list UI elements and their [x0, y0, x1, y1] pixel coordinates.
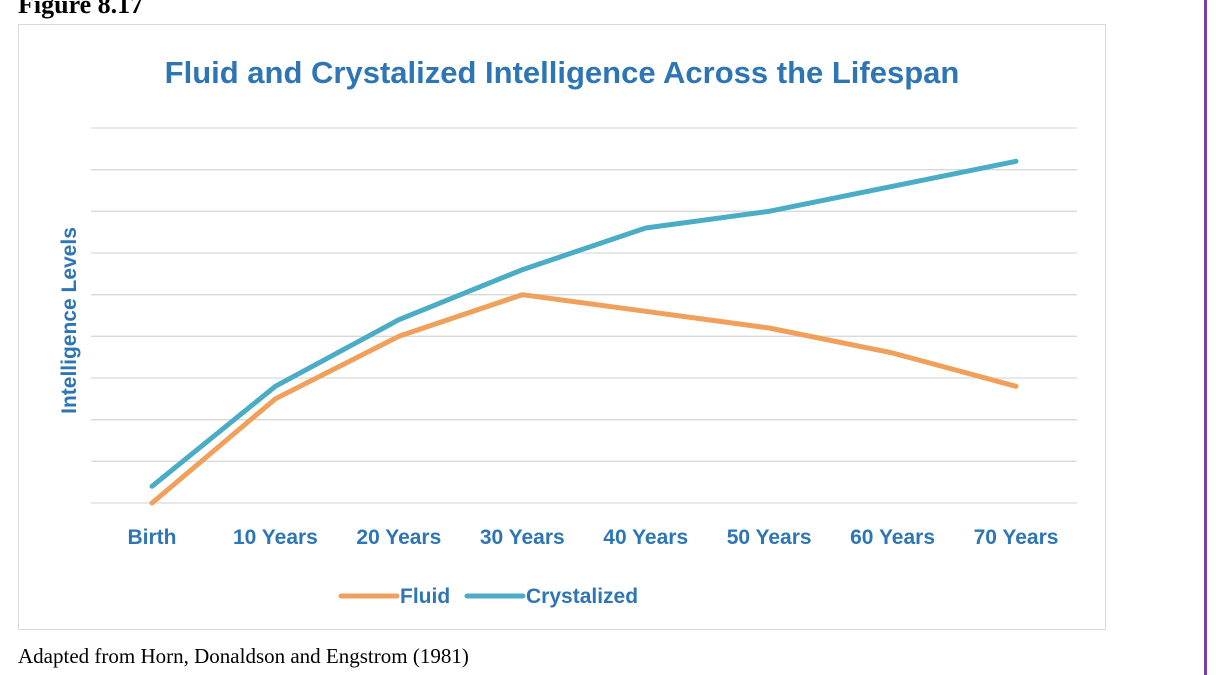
series-line-fluid — [149, 292, 1019, 506]
page-border-rule — [1204, 0, 1207, 675]
x-tick-label: 20 Years — [356, 526, 441, 549]
legend-label-fluid: Fluid — [400, 585, 450, 608]
x-tick-label: 40 Years — [603, 526, 688, 549]
x-tick-label: 10 Years — [233, 526, 318, 549]
x-axis-tick-labels: Birth 10 Years 20 Years 30 Years 40 Years 50 … — [128, 526, 1059, 549]
gridlines — [91, 127, 1077, 504]
legend-label-crystalized: Crystalized — [526, 585, 638, 608]
series-lines — [149, 158, 1019, 506]
chart-frame: Fluid and Crystalized Intelligence Acros… — [18, 24, 1106, 630]
figure-caption: Adapted from Horn, Donaldson and Engstro… — [18, 644, 469, 668]
x-tick-label: 50 Years — [727, 526, 812, 549]
series-line-crystalized — [149, 158, 1019, 489]
legend: Fluid Crystalized — [338, 585, 638, 608]
y-axis-label: Intelligence Levels — [58, 227, 81, 414]
chart-title: Fluid and Crystalized Intelligence Acros… — [165, 55, 960, 90]
x-tick-label: 60 Years — [850, 526, 935, 549]
x-tick-label: 70 Years — [974, 526, 1059, 549]
x-tick-label: 30 Years — [480, 526, 565, 549]
line-chart: Fluid and Crystalized Intelligence Acros… — [58, 55, 1077, 608]
figure-label: Figure 8.17 — [18, 0, 144, 19]
x-tick-label: Birth — [128, 526, 177, 549]
